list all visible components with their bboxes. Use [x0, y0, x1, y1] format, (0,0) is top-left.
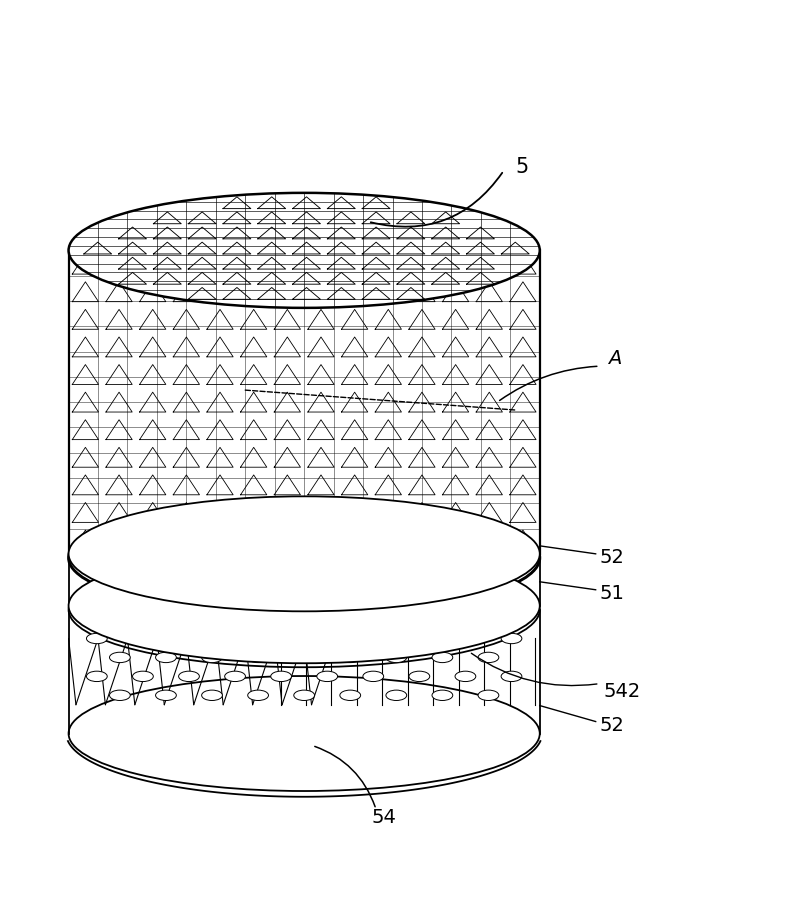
- Text: 51: 51: [600, 584, 625, 604]
- Ellipse shape: [432, 690, 453, 701]
- Ellipse shape: [110, 652, 130, 662]
- Ellipse shape: [86, 671, 107, 682]
- Ellipse shape: [478, 652, 499, 662]
- Ellipse shape: [501, 633, 522, 644]
- Ellipse shape: [69, 676, 540, 791]
- Ellipse shape: [225, 671, 246, 682]
- Ellipse shape: [317, 671, 338, 682]
- Ellipse shape: [110, 690, 130, 701]
- Ellipse shape: [155, 652, 176, 662]
- Ellipse shape: [202, 690, 222, 701]
- Text: 54: 54: [371, 808, 397, 827]
- Ellipse shape: [69, 549, 540, 663]
- Ellipse shape: [294, 690, 314, 701]
- Ellipse shape: [69, 500, 540, 616]
- Ellipse shape: [386, 652, 406, 662]
- Ellipse shape: [340, 652, 361, 662]
- Ellipse shape: [248, 690, 269, 701]
- Ellipse shape: [340, 690, 361, 701]
- Ellipse shape: [317, 633, 338, 644]
- Ellipse shape: [409, 633, 430, 644]
- Ellipse shape: [133, 633, 154, 644]
- Ellipse shape: [501, 671, 522, 682]
- Text: 52: 52: [600, 549, 625, 567]
- Ellipse shape: [155, 690, 176, 701]
- Ellipse shape: [178, 671, 199, 682]
- Ellipse shape: [455, 671, 476, 682]
- Ellipse shape: [86, 633, 107, 644]
- Ellipse shape: [363, 671, 384, 682]
- Polygon shape: [69, 250, 540, 554]
- Ellipse shape: [386, 690, 406, 701]
- Ellipse shape: [294, 652, 314, 662]
- Ellipse shape: [270, 633, 291, 644]
- Ellipse shape: [248, 652, 269, 662]
- Text: 542: 542: [604, 682, 641, 701]
- Ellipse shape: [202, 652, 222, 662]
- Ellipse shape: [69, 496, 540, 611]
- Polygon shape: [69, 610, 540, 734]
- Ellipse shape: [178, 633, 199, 644]
- Ellipse shape: [270, 671, 291, 682]
- Polygon shape: [69, 558, 540, 605]
- Ellipse shape: [409, 671, 430, 682]
- Ellipse shape: [478, 690, 499, 701]
- Ellipse shape: [69, 552, 540, 667]
- Ellipse shape: [455, 633, 476, 644]
- Text: 5: 5: [516, 157, 529, 177]
- Ellipse shape: [432, 652, 453, 662]
- Text: A: A: [608, 349, 621, 367]
- Ellipse shape: [69, 193, 540, 308]
- Ellipse shape: [363, 633, 384, 644]
- Ellipse shape: [225, 633, 246, 644]
- Ellipse shape: [133, 671, 154, 682]
- Text: 52: 52: [600, 716, 625, 735]
